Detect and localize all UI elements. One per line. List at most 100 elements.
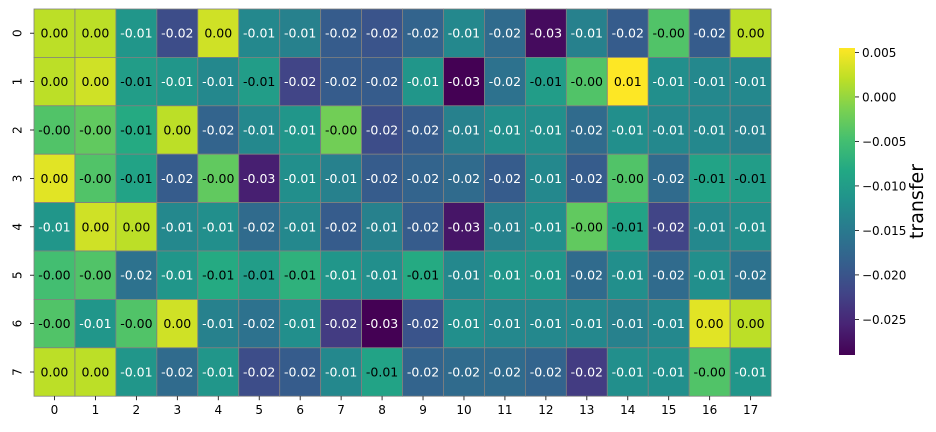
cell-label-r3-c0: 0.00	[41, 171, 69, 186]
x-tick-label-0: 0	[51, 403, 59, 417]
cell-label-r4-c8: -0.01	[366, 219, 398, 234]
cell-label-r5-c3: -0.01	[161, 268, 193, 283]
colorbar-tick-label-3: −0.010	[862, 179, 906, 193]
cell-label-r2-c6: -0.01	[284, 123, 316, 138]
cell-label-r7-c6: -0.02	[284, 365, 316, 380]
cell-label-r0-c16: -0.02	[694, 26, 726, 41]
cell-label-r1-c14: 0.01	[614, 74, 642, 89]
cell-label-r1-c3: -0.01	[161, 74, 193, 89]
x-tick-label-9: 9	[419, 403, 427, 417]
cell-label-r6-c0: -0.00	[38, 316, 70, 331]
cell-label-r4-c3: -0.01	[161, 219, 193, 234]
cell-label-r0-c6: -0.01	[284, 26, 316, 41]
cell-label-r0-c9: -0.02	[407, 26, 439, 41]
heatmap-cell-r5-c4	[197, 250, 240, 300]
x-tick-label-15: 15	[661, 403, 676, 417]
heatmap-cell-r7-c3	[156, 347, 199, 397]
y-tick-label-3: 3	[11, 175, 25, 183]
cell-label-r7-c1: 0.00	[82, 365, 110, 380]
heatmap-cell-r2-c6	[279, 105, 322, 155]
heatmap-cell-r4-c14	[606, 202, 649, 252]
heatmap-cell-r2-c8	[361, 105, 403, 155]
cell-label-r5-c7: -0.01	[325, 268, 357, 283]
cell-label-r5-c5: -0.01	[243, 268, 275, 283]
heatmap-cell-r7-c1	[74, 347, 117, 397]
cell-label-r6-c3: 0.00	[163, 316, 191, 331]
cell-label-r5-c10: -0.01	[448, 268, 480, 283]
cell-label-r1-c7: -0.02	[325, 74, 357, 89]
cell-label-r3-c13: -0.02	[571, 171, 603, 186]
x-tick-label-10: 10	[456, 403, 471, 417]
cell-label-r3-c12: -0.01	[530, 171, 562, 186]
heatmap-cell-r1-c10	[443, 57, 485, 107]
cell-label-r7-c9: -0.02	[407, 365, 439, 380]
cell-label-r7-c15: -0.01	[653, 365, 685, 380]
heatmap-cell-r3-c12	[525, 153, 567, 203]
cell-label-r6-c7: -0.02	[325, 316, 357, 331]
heatmap-cell-r5-c12	[525, 250, 567, 300]
cell-label-r3-c6: -0.01	[284, 171, 316, 186]
cell-label-r1-c13: -0.00	[571, 74, 603, 89]
cell-label-r5-c13: -0.02	[571, 268, 603, 283]
cell-label-r0-c2: -0.01	[120, 26, 152, 41]
heatmap-cell-r0-c15	[647, 8, 690, 58]
cell-label-r5-c8: -0.01	[366, 268, 398, 283]
heatmap-cell-r4-c1	[74, 202, 117, 252]
heatmap-cell-r6-c4	[197, 298, 240, 349]
cell-label-r5-c17: -0.02	[734, 268, 766, 283]
cell-label-r7-c5: -0.02	[243, 365, 275, 380]
cell-label-r1-c1: 0.00	[82, 74, 110, 89]
y-tick-label-0: 0	[11, 29, 25, 37]
cell-label-r6-c11: -0.01	[489, 316, 521, 331]
cell-label-r0-c5: -0.01	[243, 26, 275, 41]
x-tick-label-8: 8	[378, 403, 386, 417]
cell-label-r7-c10: -0.02	[448, 365, 480, 380]
heatmap-cell-r2-c10	[443, 105, 485, 155]
cell-label-r3-c7: -0.01	[325, 171, 357, 186]
cell-label-r3-c10: -0.02	[448, 171, 480, 186]
cell-label-r6-c1: -0.01	[79, 316, 111, 331]
cell-label-r0-c14: -0.02	[612, 26, 644, 41]
cell-label-r4-c14: -0.01	[612, 219, 644, 234]
cell-label-r1-c17: -0.01	[734, 74, 766, 89]
heatmap-cell-r5-c11	[484, 250, 526, 300]
cell-label-r3-c3: -0.02	[161, 171, 193, 186]
heatmap-cell-r5-c0	[33, 250, 76, 300]
heatmap-cell-r7-c7	[320, 347, 362, 397]
cell-label-r0-c7: -0.02	[325, 26, 357, 41]
heatmap-cell-r4-c9	[402, 202, 444, 252]
heatmap-cell-r7-c5	[238, 347, 281, 397]
heatmap-cell-r1-c6	[279, 57, 322, 107]
heatmap-cell-r3-c6	[279, 153, 322, 203]
x-tick-label-6: 6	[296, 403, 304, 417]
cell-label-r2-c10: -0.01	[448, 123, 480, 138]
cell-label-r3-c8: -0.02	[366, 171, 398, 186]
heatmap-cell-r0-c16	[688, 8, 731, 58]
heatmap-cell-r0-c9	[402, 8, 444, 58]
heatmap-cell-r5-c8	[361, 250, 403, 300]
colorbar-tick-label-6: −0.025	[862, 313, 906, 327]
heatmap-cell-r2-c13	[565, 105, 608, 155]
cell-label-r6-c9: -0.02	[407, 316, 439, 331]
cell-label-r4-c7: -0.02	[325, 219, 357, 234]
heatmap-cell-r5-c7	[320, 250, 362, 300]
cell-label-r4-c10: -0.03	[448, 219, 480, 234]
colorbar-label: transfer	[906, 164, 928, 239]
heatmap-cell-r6-c13	[565, 298, 608, 349]
cell-label-r1-c10: -0.03	[448, 74, 480, 89]
colorbar-tick-label-1: 0.000	[862, 90, 896, 104]
cell-label-r6-c10: -0.01	[448, 316, 480, 331]
cell-label-r4-c0: -0.01	[38, 219, 70, 234]
cell-label-r5-c1: -0.00	[79, 268, 111, 283]
cell-label-r7-c8: -0.01	[366, 365, 398, 380]
heatmap-cell-r4-c15	[647, 202, 690, 252]
cell-label-r2-c4: -0.02	[202, 123, 234, 138]
heatmap-cell-r4-c5	[238, 202, 281, 252]
cell-label-r5-c12: -0.01	[530, 268, 562, 283]
heatmap-cell-r6-c9	[402, 298, 444, 349]
cell-label-r6-c15: -0.01	[653, 316, 685, 331]
heatmap-cell-r5-c5	[238, 250, 281, 300]
y-tick-label-1: 1	[11, 78, 25, 86]
heatmap-cell-r2-c14	[606, 105, 649, 155]
cell-label-r4-c1: 0.00	[82, 219, 110, 234]
